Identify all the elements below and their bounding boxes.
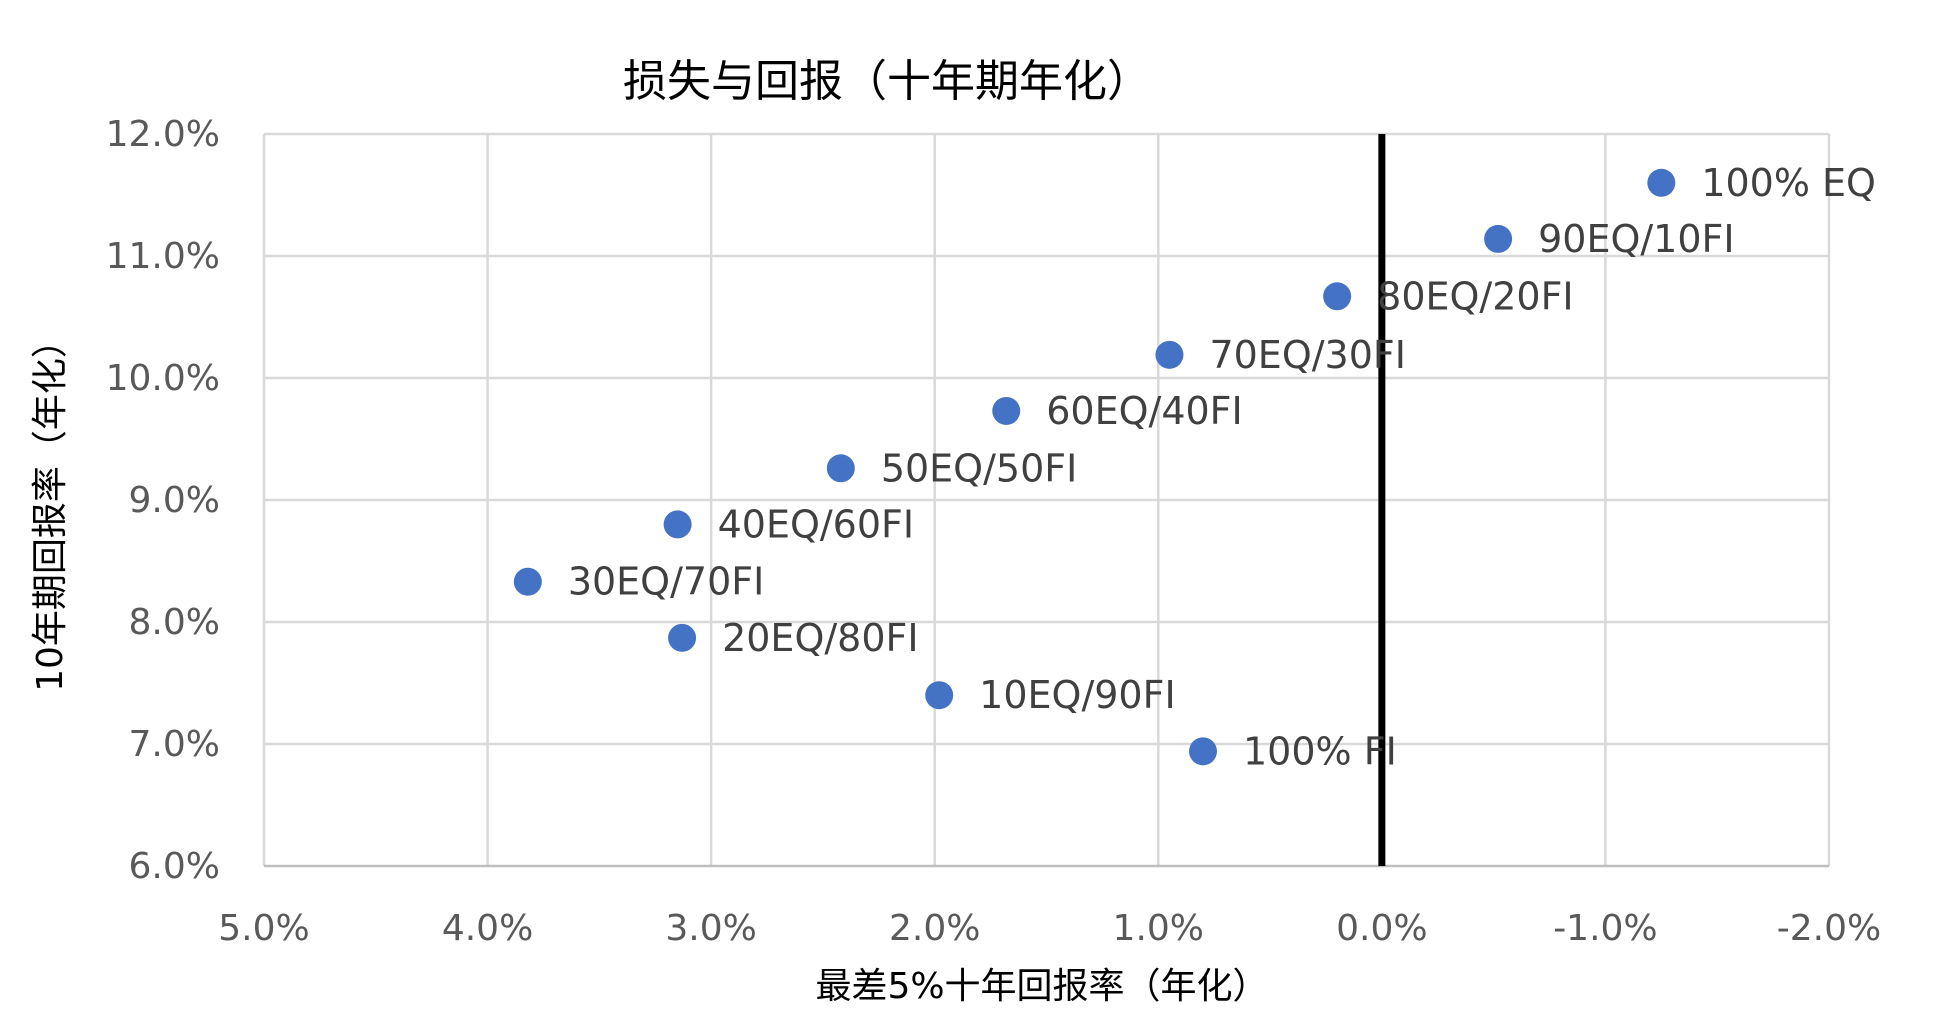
x-tick-label: 5.0% (218, 908, 309, 949)
x-tick-label: 0.0% (1336, 908, 1427, 949)
data-point (1323, 282, 1352, 311)
x-tick-label: -2.0% (1777, 908, 1881, 949)
data-label: 50EQ/50FI (881, 446, 1077, 490)
x-tick-label: -1.0% (1553, 908, 1657, 949)
data-points (513, 168, 1676, 766)
data-point (1155, 340, 1184, 369)
x-axis-label: 最差5%十年回报率（年化） (815, 966, 1268, 1007)
data-point (992, 396, 1021, 425)
data-label: 80EQ/20FI (1377, 274, 1574, 318)
y-tick-label: 10.0% (106, 358, 220, 399)
y-tick-label: 7.0% (129, 724, 220, 765)
data-labels: 100% EQ 90EQ/10FI 80EQ/20FI 70EQ/30FI 60EQ/4… (568, 161, 1876, 774)
data-point (826, 454, 855, 483)
data-label: 30EQ/70FI (568, 560, 765, 604)
data-label: 40EQ/60FI (718, 502, 915, 546)
tick-labels: 5.0% 4.0% 3.0% 2.0% 1.0% 0.0% -1.0% -2.0% 6.0% 7.… (106, 114, 1882, 949)
y-tick-label: 6.0% (129, 846, 220, 887)
x-tick-label: 2.0% (889, 908, 980, 949)
y-tick-label: 11.0% (106, 236, 220, 277)
data-point (663, 510, 692, 539)
data-point (1484, 224, 1513, 253)
data-point (1647, 168, 1676, 197)
y-tick-label: 9.0% (129, 480, 220, 521)
data-label: 100% FI (1243, 729, 1397, 773)
y-tick-label: 8.0% (129, 602, 220, 643)
x-tick-label: 3.0% (665, 908, 756, 949)
data-label: 10EQ/90FI (979, 673, 1176, 717)
x-tick-label: 1.0% (1113, 908, 1204, 949)
data-label: 20EQ/80FI (722, 616, 919, 660)
data-label: 60EQ/40FI (1046, 389, 1243, 433)
data-point (513, 567, 542, 596)
chart-title: 损失与回报（十年期年化） (623, 56, 1151, 107)
data-label: 70EQ/30FI (1209, 333, 1406, 377)
y-axis-label: 10年期回报率（年化） (30, 322, 71, 692)
x-tick-label: 4.0% (442, 908, 533, 949)
data-label: 100% EQ (1701, 161, 1876, 205)
data-point (1189, 737, 1217, 766)
data-point (668, 623, 697, 652)
y-tick-label: 12.0% (106, 114, 220, 155)
data-point (925, 681, 954, 710)
data-label: 90EQ/10FI (1538, 217, 1735, 261)
